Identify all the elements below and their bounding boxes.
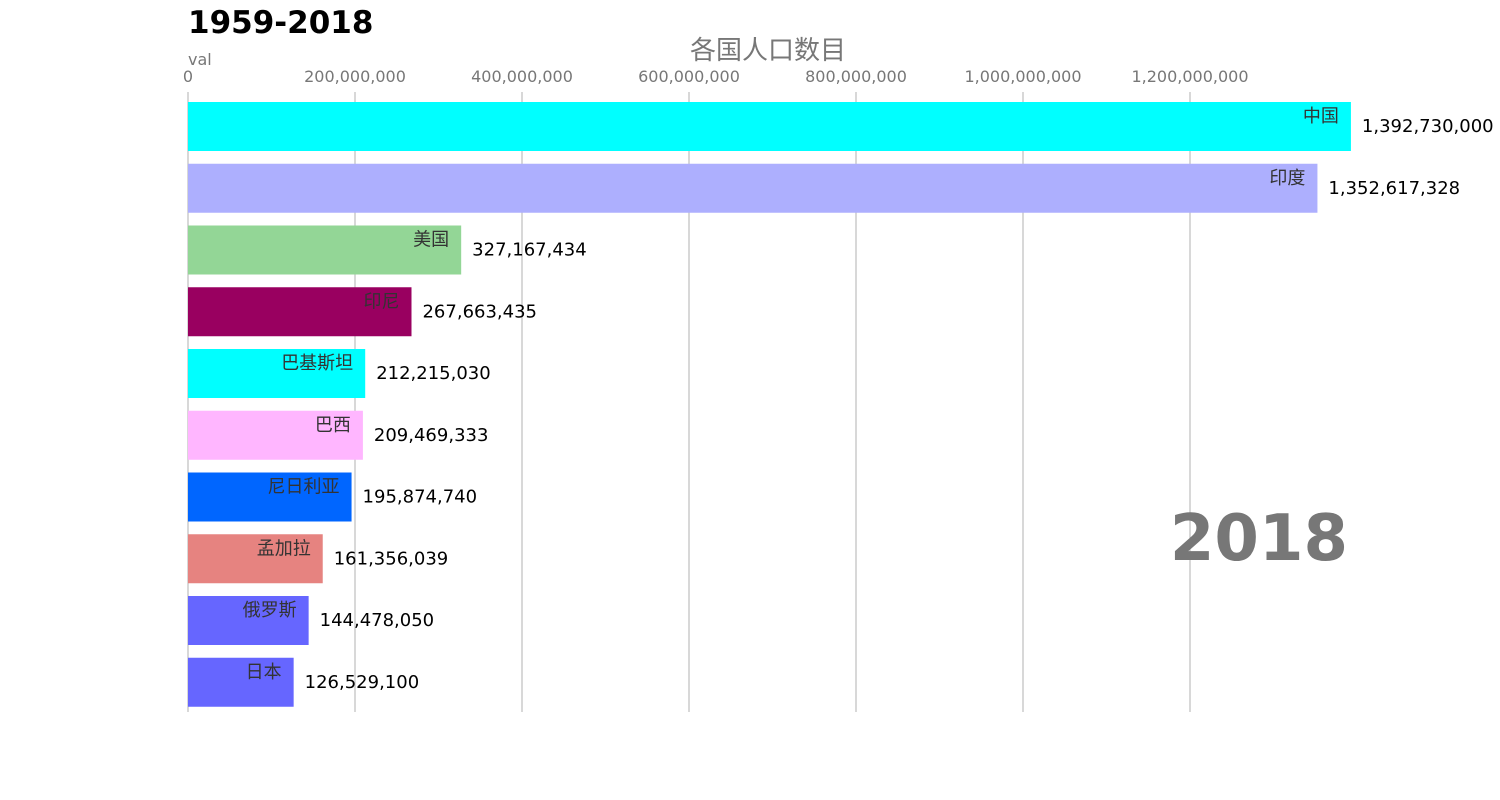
x-tick-label: 600,000,000 [638, 67, 740, 86]
bar-value-label: 267,663,435 [422, 301, 537, 322]
page-title: 1959-2018 [188, 5, 373, 41]
bar [188, 657, 294, 707]
x-tick-label: 200,000,000 [304, 67, 406, 86]
x-tick-label: 1,200,000,000 [1131, 67, 1248, 86]
bar-value-label: 161,356,039 [334, 548, 449, 569]
bar-value-label: 195,874,740 [363, 487, 478, 508]
bar [188, 225, 462, 275]
labels: 中国 1,392,730,000 印度 1,352,617,328 美国 327,167,… [243, 106, 1494, 693]
bar [188, 534, 323, 584]
bar-category-label: 日本 [246, 662, 282, 683]
bar [188, 472, 352, 522]
x-axis-label: val [188, 50, 212, 69]
bar-category-label: 孟加拉 [257, 538, 311, 559]
bar-value-label: 144,478,050 [320, 610, 435, 631]
bar [188, 410, 363, 460]
bar-category-label: 美国 [413, 230, 449, 251]
x-tick-label: 400,000,000 [471, 67, 573, 86]
bar [188, 287, 412, 337]
bar-value-label: 1,352,617,328 [1328, 178, 1460, 199]
bar-value-label: 327,167,434 [472, 240, 587, 261]
year-label: 2018 [1170, 502, 1348, 576]
bar [188, 102, 1351, 151]
bar-value-label: 1,392,730,000 [1362, 116, 1494, 137]
bar-category-label: 尼日利亚 [268, 477, 340, 498]
bar-value-label: 126,529,100 [305, 672, 420, 693]
x-tick-label: 800,000,000 [805, 67, 907, 86]
chart-title: 各国人口数目 [690, 36, 846, 66]
bar [188, 596, 309, 645]
bar-category-label: 俄罗斯 [243, 600, 297, 621]
bar [188, 163, 1318, 213]
x-tick-label: 0 [183, 67, 193, 86]
bar-value-label: 212,215,030 [376, 363, 491, 384]
bar-category-label: 印尼 [363, 291, 399, 312]
bar-category-label: 巴西 [315, 415, 351, 436]
x-axis-ticks: 0 200,000,000 400,000,000 600,000,000 800,00… [183, 67, 1249, 86]
bar [188, 349, 366, 398]
x-tick-label: 1,000,000,000 [964, 67, 1081, 86]
bar-category-label: 印度 [1269, 168, 1305, 189]
bars [188, 102, 1351, 707]
bar-category-label: 中国 [1303, 106, 1339, 127]
bar-category-label: 巴基斯坦 [281, 353, 353, 374]
bar-value-label: 209,469,333 [374, 425, 489, 446]
